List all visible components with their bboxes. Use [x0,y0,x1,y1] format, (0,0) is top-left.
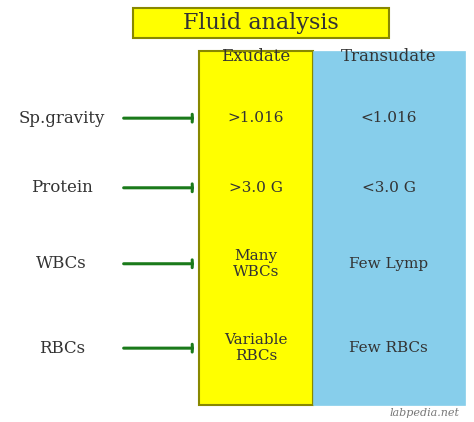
Text: Protein: Protein [31,179,92,196]
Text: Variable
RBCs: Variable RBCs [224,333,288,363]
Text: WBCs: WBCs [36,255,87,272]
Text: Sp.gravity: Sp.gravity [18,110,105,127]
Bar [133,8,389,38]
Text: >3.0 G: >3.0 G [229,181,283,195]
Text: labpedia.net: labpedia.net [390,408,460,418]
Text: <1.016: <1.016 [360,111,417,125]
Text: Few Lymp: Few Lymp [349,257,428,271]
Text: Many
WBCs: Many WBCs [233,249,279,279]
Text: Few RBCs: Few RBCs [349,341,428,355]
Text: Fluid analysis: Fluid analysis [183,12,338,34]
Text: Transudate: Transudate [341,49,437,65]
Text: Exudate: Exudate [221,49,291,65]
Text: RBCs: RBCs [38,340,85,357]
Bar [199,51,313,405]
Text: <3.0 G: <3.0 G [362,181,416,195]
Text: >1.016: >1.016 [228,111,284,125]
Bar [313,51,465,405]
